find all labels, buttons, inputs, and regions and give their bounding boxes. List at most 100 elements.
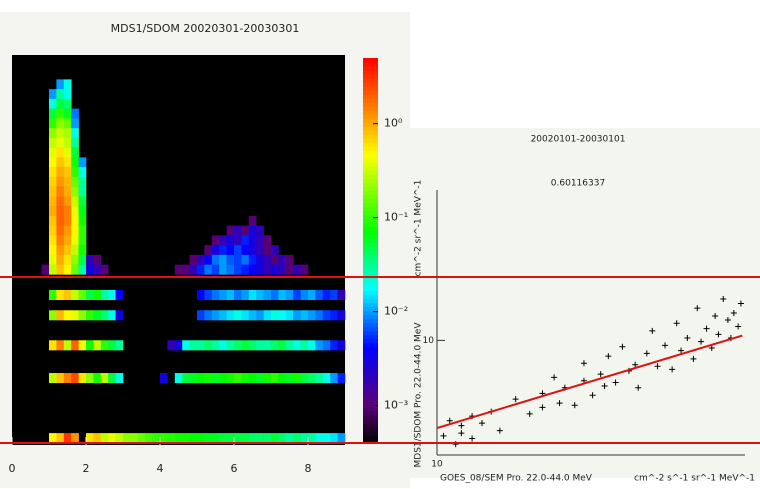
- heatmap-cell: [263, 289, 272, 301]
- heatmap-cell: [256, 289, 264, 301]
- heatmap-cell: [49, 310, 57, 321]
- scatter-point: [597, 371, 604, 378]
- heatmap-cell: [234, 254, 242, 265]
- colorbar-segment: [363, 330, 378, 336]
- colorbar-tick-label: 10⁰: [384, 117, 403, 130]
- scatter-point: [496, 427, 503, 434]
- heatmap-cell: [78, 157, 87, 168]
- heatmap-cell: [71, 245, 79, 256]
- heatmap-cell: [56, 137, 65, 148]
- heatmap-cell: [71, 215, 79, 226]
- heatmap-cell: [71, 196, 79, 207]
- heatmap-cell: [93, 254, 102, 265]
- heatmap-cell: [211, 254, 220, 265]
- scatter-title: 20020101-20030101: [531, 135, 626, 145]
- scatter-point: [684, 334, 691, 341]
- heatmap-cell: [226, 373, 235, 384]
- heatmap-cell: [56, 215, 65, 226]
- heatmap-cell: [174, 433, 183, 444]
- heatmap-cell: [56, 118, 65, 129]
- heatmap-cell: [211, 245, 220, 256]
- heatmap-cell: [300, 310, 309, 321]
- heatmap-cell: [300, 433, 309, 444]
- colorbar-segment: [363, 62, 378, 67]
- scatter-point: [601, 382, 608, 389]
- heatmap-cell: [293, 433, 301, 444]
- heatmap-cell: [63, 89, 72, 100]
- heatmap-cell: [248, 225, 257, 236]
- heatmap-cell: [63, 310, 72, 321]
- colorbar-segment: [363, 242, 378, 247]
- colorbar-segment: [363, 110, 378, 115]
- colorbar-segment: [363, 166, 378, 171]
- heatmap-cell: [256, 245, 264, 256]
- heatmap-cell: [56, 89, 65, 100]
- colorbar-segment: [363, 58, 378, 63]
- colorbar-segment: [363, 398, 378, 404]
- x-tick-label: 4: [157, 462, 164, 475]
- colorbar-segment: [363, 294, 378, 300]
- colorbar-segment: [363, 366, 378, 372]
- heatmap-cell: [78, 289, 87, 301]
- heatmap-cell: [308, 310, 316, 321]
- scatter-point: [556, 400, 563, 407]
- heatmap-cell: [123, 433, 131, 444]
- heatmap-cell: [115, 340, 124, 351]
- heatmap-cell: [248, 340, 257, 351]
- colorbar-segment: [363, 406, 378, 412]
- heatmap-cell: [63, 225, 72, 236]
- heatmap-cell: [167, 433, 176, 444]
- heatmap-cell: [248, 289, 257, 301]
- heatmap-cell: [197, 254, 205, 265]
- heatmap-cell: [337, 289, 346, 301]
- heatmap-cell: [56, 433, 65, 444]
- colorbar-segment: [363, 98, 378, 103]
- right-panel: [396, 128, 760, 478]
- colorbar-segment: [363, 410, 378, 416]
- heatmap-cell: [315, 433, 324, 444]
- colorbar-segment: [363, 254, 378, 260]
- colorbar-segment: [363, 70, 378, 75]
- heatmap-cell: [300, 289, 309, 301]
- heatmap-cell: [256, 340, 264, 351]
- heatmap-cell: [49, 186, 57, 197]
- colorbar-segment: [363, 302, 378, 308]
- heatmap-cell: [49, 147, 57, 158]
- heatmap-cell: [49, 433, 57, 444]
- heatmap-cell: [226, 245, 235, 256]
- heatmap-cell: [78, 167, 87, 178]
- x-tick-label: 2: [83, 462, 90, 475]
- heatmap-cell: [226, 264, 235, 275]
- scatter-point: [440, 432, 447, 439]
- colorbar-segment: [363, 118, 378, 123]
- heatmap-cell: [189, 254, 198, 265]
- heatmap-cell: [49, 176, 57, 187]
- heatmap-cell: [86, 433, 94, 444]
- heatmap-cell: [49, 128, 57, 139]
- heatmap-cell: [197, 289, 205, 301]
- heatmap-cell: [56, 225, 65, 236]
- heatmap-cell: [197, 310, 205, 321]
- heatmap-cell: [241, 310, 250, 321]
- heatmap-cell: [271, 310, 279, 321]
- heatmap-cell: [234, 245, 242, 256]
- heatmap-cell: [308, 340, 316, 351]
- heatmap-cell: [100, 373, 109, 384]
- colorbar-segment: [363, 382, 378, 388]
- heatmap-cell: [285, 373, 294, 384]
- heatmap-cell: [63, 433, 72, 444]
- colorbar-tick-label: 10⁻¹: [384, 211, 408, 224]
- heatmap-cell: [219, 245, 227, 256]
- heatmap-cell: [234, 264, 242, 275]
- heatmap-cell: [256, 254, 264, 265]
- heatmap-cell: [71, 225, 79, 236]
- heatmap-cell: [71, 118, 79, 129]
- heatmap-cell: [278, 310, 287, 321]
- heatmap-cell: [63, 98, 72, 109]
- heatmap-cell: [71, 157, 79, 168]
- colorbar-segment: [363, 138, 378, 143]
- heatmap-cell: [49, 373, 57, 384]
- heatmap-cell: [211, 310, 220, 321]
- scatter-point: [715, 331, 722, 338]
